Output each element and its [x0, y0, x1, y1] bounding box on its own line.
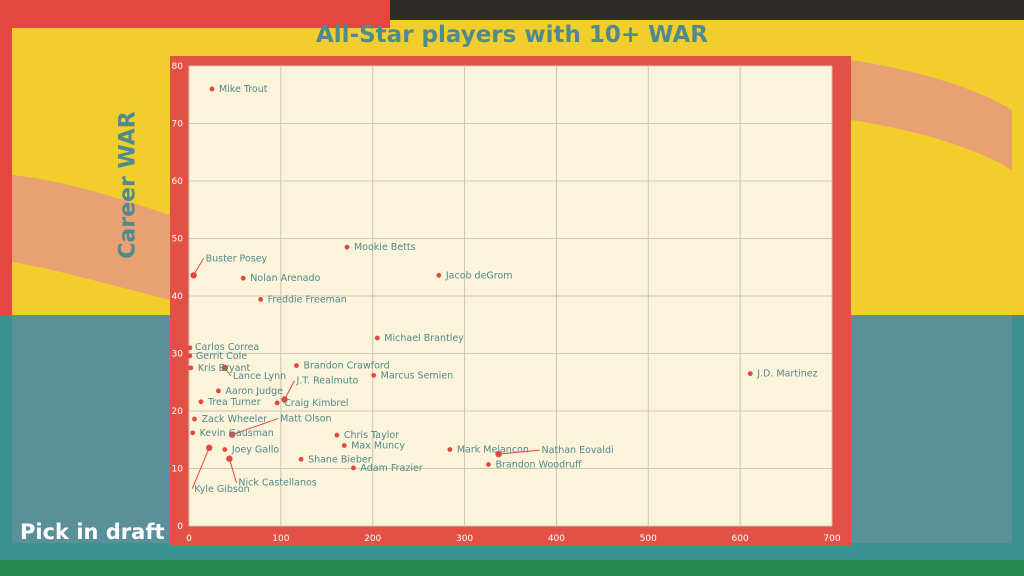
point-label: Kris Bryant — [198, 363, 251, 374]
data-point — [298, 456, 304, 462]
data-point — [188, 365, 194, 371]
y-tick-label: 80 — [172, 62, 184, 72]
data-point — [221, 364, 229, 372]
leader-line — [498, 449, 540, 455]
data-point — [192, 416, 197, 422]
point-label: Mike Trout — [219, 84, 268, 95]
data-point — [222, 447, 228, 452]
x-tick-label: 400 — [548, 534, 565, 544]
data-point — [187, 353, 193, 359]
point-label: Jacob deGrom — [445, 270, 513, 281]
data-point — [228, 431, 236, 438]
point-label: Kyle Gibson — [194, 484, 249, 495]
point-label: Michael Brantley — [384, 333, 464, 344]
point-label: Brandon Woodruff — [495, 459, 582, 470]
data-point — [351, 465, 356, 471]
point-label: Freddie Freeman — [268, 294, 347, 305]
point-label: Nathan Eovaldi — [542, 445, 614, 456]
point-label: Mark Melancon — [457, 445, 529, 456]
x-tick-label: 300 — [456, 534, 473, 544]
data-point — [371, 372, 377, 378]
data-point — [274, 400, 280, 406]
x-tick-label: 500 — [640, 534, 657, 544]
data-point — [240, 275, 246, 281]
data-point — [187, 345, 193, 351]
point-label: Mookie Betts — [354, 242, 416, 253]
x-tick-label: 600 — [732, 534, 749, 544]
y-tick-label: 0 — [177, 522, 183, 532]
data-point — [747, 371, 753, 377]
data-point — [206, 444, 213, 451]
point-label: J.T. Realmuto — [296, 376, 359, 387]
data-point — [341, 443, 347, 448]
data-point — [436, 272, 442, 278]
point-label: Craig Kimbrel — [284, 398, 348, 409]
point-label: Buster Posey — [206, 253, 268, 264]
data-point — [344, 244, 350, 250]
data-point — [294, 363, 299, 368]
point-label: Zack Wheeler — [202, 414, 268, 425]
leader-line — [232, 418, 279, 436]
leader-line — [193, 258, 205, 276]
y-tick-label: 60 — [172, 177, 184, 187]
x-tick-label: 200 — [364, 534, 381, 544]
y-tick-label: 40 — [172, 292, 184, 302]
x-tick-label: 700 — [823, 534, 840, 544]
grid — [188, 65, 833, 527]
x-axis-label: Pick in draft — [20, 520, 165, 544]
data-point — [447, 447, 453, 452]
leader-line — [228, 458, 237, 483]
point-label: Shane Bieber — [308, 454, 372, 465]
axis-ticks: 0 100 200 300 400 500 600 700 0 10 20 30 40 50 60 70 80 — [172, 62, 841, 544]
y-tick-label: 30 — [172, 350, 184, 360]
point-label: Matt Olson — [280, 414, 331, 425]
point-label: Marcus Semien — [381, 370, 454, 381]
data-point — [258, 297, 264, 302]
point-labels: Mike Trout Mookie Betts Buster Posey Jacob … — [194, 84, 817, 495]
chart-title: All-Star players with 10+ WAR — [316, 22, 708, 48]
y-tick-label: 20 — [172, 407, 184, 417]
y-tick-label: 50 — [172, 235, 184, 245]
data-point — [190, 272, 197, 279]
data-point — [495, 450, 502, 458]
point-label: Adam Frazier — [360, 463, 422, 474]
leader-line — [191, 447, 210, 489]
x-tick-label: 100 — [272, 534, 289, 544]
y-tick-label: 10 — [172, 465, 184, 475]
point-label: Gerrit Cole — [196, 351, 247, 362]
point-label: Brandon Crawford — [303, 361, 389, 372]
data-point — [374, 335, 380, 341]
data-point — [209, 86, 215, 92]
data-point — [281, 396, 288, 403]
point-label: Carlos Correa — [195, 342, 259, 353]
point-label: Nick Castellanos — [238, 478, 316, 489]
point-label: Aaron Judge — [225, 386, 283, 397]
point-label: Nolan Arenado — [250, 273, 320, 284]
point-label: Chris Taylor — [344, 430, 399, 441]
data-point — [190, 430, 196, 436]
point-label: Max Muncy — [351, 441, 405, 452]
y-tick-label: 70 — [172, 120, 184, 130]
leader-line — [284, 380, 295, 400]
data-point — [198, 399, 204, 405]
point-label: Trea Turner — [207, 397, 261, 408]
data-point — [334, 432, 340, 438]
data-point — [215, 388, 221, 394]
point-label: Lance Lynn — [233, 371, 286, 382]
x-tick-label: 0 — [186, 534, 192, 544]
data-point — [486, 462, 491, 467]
data-points — [187, 86, 753, 471]
point-label: J.D. Martinez — [756, 369, 817, 380]
data-point — [226, 455, 233, 462]
point-label: Joey Gallo — [231, 445, 280, 456]
point-label: Kevin Gausman — [200, 428, 274, 439]
